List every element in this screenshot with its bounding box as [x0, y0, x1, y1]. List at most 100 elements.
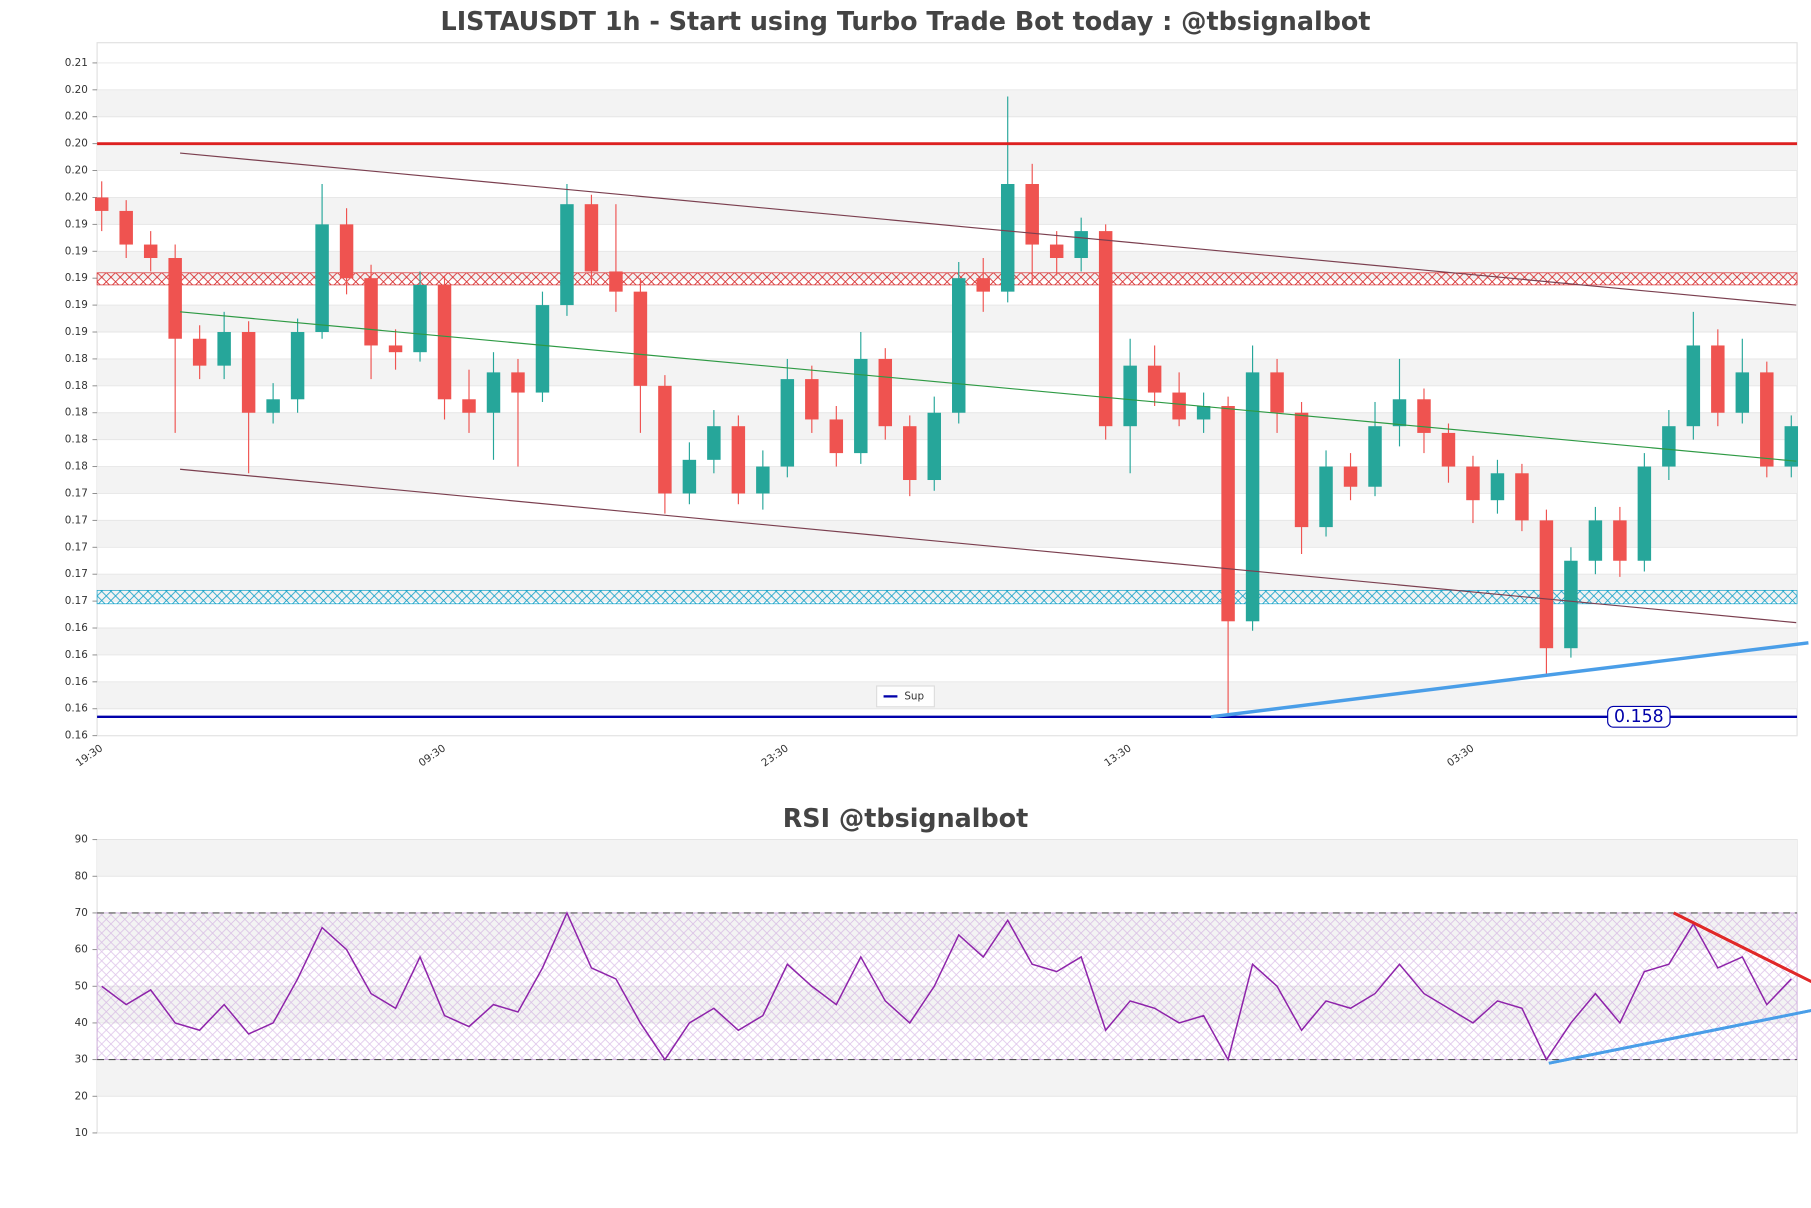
grid-band — [97, 681, 1798, 709]
trend-line — [180, 311, 1797, 462]
candle-body — [682, 459, 697, 494]
candle-body — [927, 412, 941, 481]
candle-body — [388, 345, 403, 353]
zone — [96, 589, 1798, 605]
x-tick-label: 19:30 — [74, 742, 105, 769]
y-tick-label: 80 — [75, 870, 88, 882]
grid-band — [97, 839, 1798, 877]
y-tick-label: 0.16 — [65, 676, 88, 688]
trend-line — [180, 468, 1797, 624]
y-tick-label: 0.18 — [65, 407, 88, 419]
y-tick-label: 0.16 — [65, 649, 88, 661]
candle-body — [1245, 372, 1260, 622]
candle-body — [143, 244, 158, 259]
trend-line — [1210, 641, 1809, 719]
candle-body — [1760, 372, 1774, 467]
candle-body — [217, 332, 231, 366]
candle-body — [1613, 520, 1627, 561]
grid-band — [97, 89, 1798, 117]
candle-body — [976, 278, 990, 292]
y-tick-label: 0.19 — [65, 299, 88, 311]
candle-body — [1490, 473, 1505, 501]
candle-body — [1662, 426, 1676, 467]
candle-body — [1588, 520, 1603, 561]
grid-band — [97, 412, 1798, 440]
candle-body — [1049, 244, 1064, 259]
y-tick-label: 0.17 — [65, 514, 88, 526]
x-tick-label: 09:30 — [417, 742, 448, 769]
legend-box — [876, 685, 935, 708]
candle-body — [829, 419, 844, 454]
legend-label: Sup — [904, 690, 924, 702]
price-label: 0.158 — [1614, 707, 1664, 727]
candle-body — [1686, 345, 1701, 427]
grid-band — [97, 197, 1798, 225]
y-tick-label: 10 — [75, 1127, 88, 1139]
candle-body — [903, 426, 917, 481]
y-tick-label: 0.17 — [65, 541, 88, 553]
candle-body — [633, 291, 648, 386]
y-tick-label: 0.19 — [65, 272, 88, 284]
grid-band — [97, 520, 1798, 548]
candle-body — [511, 372, 525, 393]
grid-band — [97, 143, 1798, 171]
x-tick-label: 13:30 — [1102, 742, 1133, 769]
candle-body — [1343, 466, 1358, 487]
candle-body — [1441, 432, 1456, 467]
y-tick-label: 0.18 — [65, 434, 88, 446]
y-tick-label: 70 — [75, 907, 88, 919]
candle-body — [1466, 466, 1480, 501]
candle-body — [1637, 466, 1652, 561]
candle-body — [1392, 399, 1407, 427]
candle-body — [1172, 392, 1186, 420]
grid-band — [97, 305, 1798, 333]
price-label-box — [1607, 705, 1671, 728]
candle-body — [780, 379, 795, 467]
y-tick-label: 0.19 — [65, 245, 88, 257]
y-tick-label: 60 — [75, 944, 88, 956]
y-tick-label: 0.16 — [65, 703, 88, 715]
x-tick-label: 23:30 — [759, 742, 790, 769]
candle-body — [535, 305, 550, 393]
candle-body — [1074, 231, 1088, 259]
candle-body — [1564, 560, 1578, 649]
candle-body — [315, 224, 329, 333]
rsi-line — [101, 911, 1792, 1062]
candle-body — [119, 210, 133, 245]
candle-body — [413, 284, 427, 353]
y-tick-label: 0.18 — [65, 461, 88, 473]
candle-body — [462, 399, 476, 413]
trend-line — [1548, 1009, 1811, 1065]
zone — [96, 272, 1798, 286]
grid-band — [97, 466, 1798, 494]
y-tick-label: 0.17 — [65, 595, 88, 607]
candle-body — [1784, 426, 1799, 467]
y-tick-label: 0.20 — [65, 165, 88, 177]
candle-body — [1417, 399, 1431, 433]
rsi-title: RSI @tbsignalbot — [783, 803, 1028, 833]
y-tick-label: 90 — [75, 834, 88, 846]
candle-body — [731, 426, 746, 494]
candle-body — [1000, 184, 1015, 292]
y-tick-label: 0.20 — [65, 138, 88, 150]
y-tick-label: 0.17 — [65, 568, 88, 580]
y-tick-label: 0.20 — [65, 84, 88, 96]
candle-body — [1196, 406, 1211, 420]
candle-body — [192, 338, 207, 366]
candle-body — [437, 284, 452, 400]
candle-body — [854, 358, 868, 454]
candle-body — [1221, 406, 1235, 622]
candle-body — [1368, 426, 1382, 487]
y-tick-label: 0.21 — [65, 57, 88, 69]
candle-body — [756, 466, 770, 494]
trend-line — [1673, 911, 1811, 984]
candle-body — [1515, 473, 1529, 521]
candle-body — [707, 426, 721, 460]
y-tick-label: 40 — [75, 1017, 88, 1029]
candle-body — [1319, 466, 1333, 528]
y-tick-label: 20 — [75, 1090, 88, 1102]
candle-body — [1294, 412, 1309, 528]
y-tick-label: 0.16 — [65, 730, 88, 742]
candle-body — [1711, 345, 1725, 413]
